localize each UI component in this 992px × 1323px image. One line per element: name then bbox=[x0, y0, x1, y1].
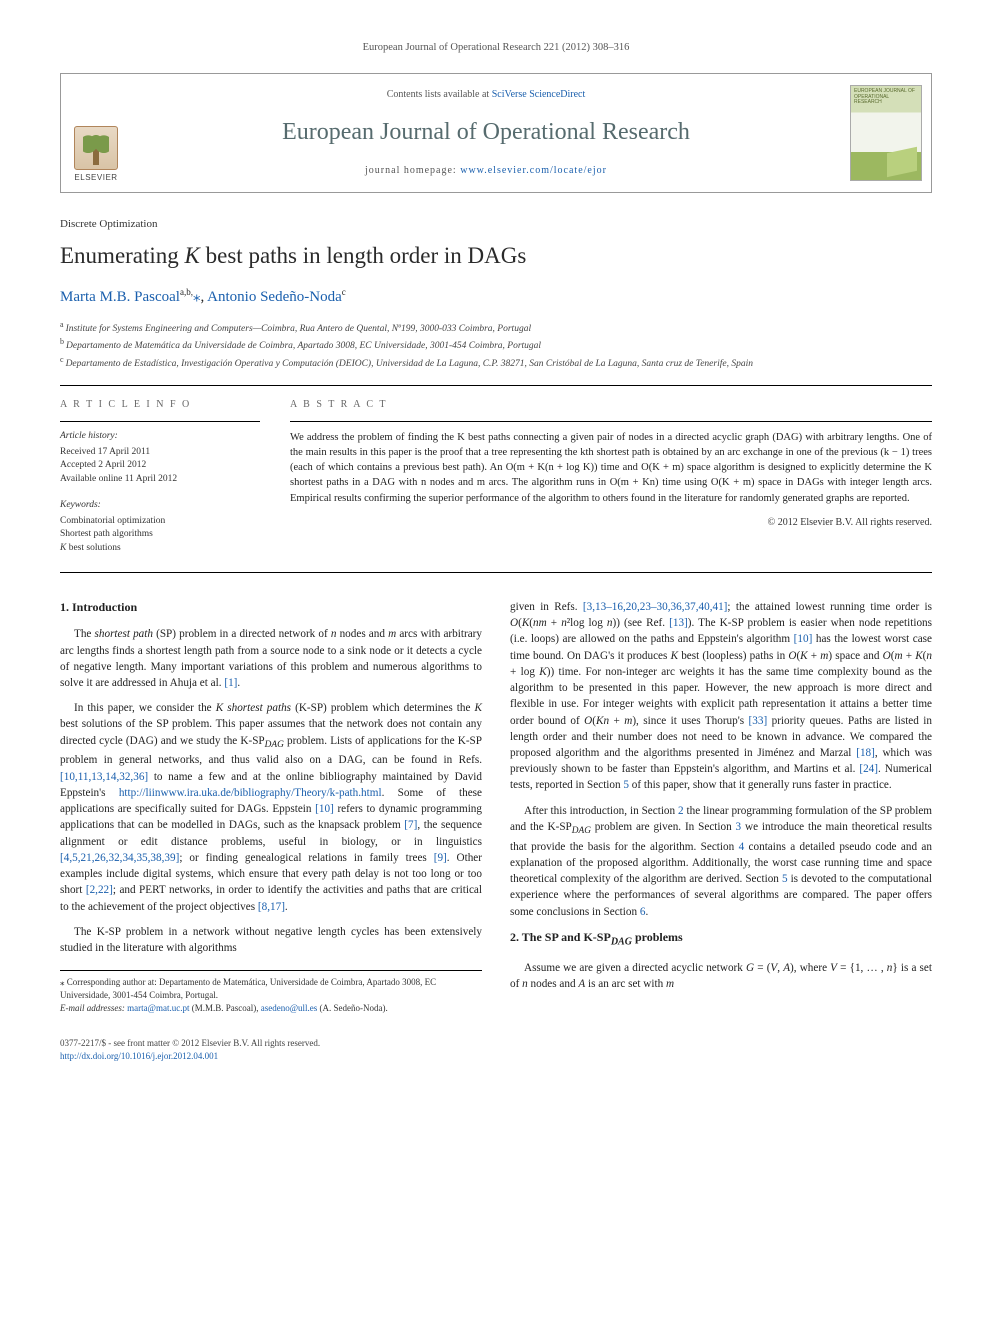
affil-b: bDepartamento de Matemática da Universid… bbox=[60, 336, 932, 353]
ref-link[interactable]: [3,13–16,20,23–30,36,37,40,41] bbox=[583, 601, 728, 613]
keywords-heading: Keywords: bbox=[60, 499, 260, 513]
ref-link[interactable]: [4,5,21,26,32,34,35,38,39] bbox=[60, 852, 179, 864]
title-pre: Enumerating bbox=[60, 243, 185, 268]
section-label: Discrete Optimization bbox=[60, 217, 932, 233]
journal-header: ELSEVIER Contents lists available at Sci… bbox=[60, 73, 932, 193]
authors-line: Marta M.B. Pascoala,b,⁎, Antonio Sedeño-… bbox=[60, 286, 932, 309]
section-link[interactable]: 5 bbox=[623, 779, 629, 791]
article-title: Enumerating K best paths in length order… bbox=[60, 239, 932, 272]
section-link[interactable]: 6 bbox=[640, 906, 646, 918]
ref-link[interactable]: [33] bbox=[749, 715, 768, 727]
section-2-heading: 2. The SP and K-SPDAG problems bbox=[510, 929, 932, 950]
email-footnote: E-mail addresses: marta@mat.uc.pt (M.M.B… bbox=[60, 1002, 482, 1015]
journal-cover-icon: EUROPEAN JOURNAL OF OPERATIONAL RESEARCH bbox=[850, 85, 922, 181]
ref-link[interactable]: [18] bbox=[856, 747, 875, 759]
article-info-heading: A R T I C L E I N F O bbox=[60, 398, 260, 413]
ref-link[interactable]: [8,17] bbox=[258, 901, 285, 913]
body-p5: After this introduction, in Section 2 th… bbox=[510, 803, 932, 920]
body-columns: 1. Introduction The shortest path (SP) p… bbox=[60, 599, 932, 1016]
section-link[interactable]: 4 bbox=[739, 841, 745, 853]
rule-info bbox=[60, 421, 260, 422]
contents-line: Contents lists available at SciVerse Sci… bbox=[141, 88, 831, 103]
homepage-line: journal homepage: www.elsevier.com/locat… bbox=[141, 164, 831, 179]
body-p3: The K-SP problem in a network without ne… bbox=[60, 924, 482, 956]
history-accepted: Accepted 2 April 2012 bbox=[60, 459, 260, 473]
history-online: Available online 11 April 2012 bbox=[60, 473, 260, 487]
elsevier-tree-icon bbox=[74, 126, 118, 170]
copyright-line: © 2012 Elsevier B.V. All rights reserved… bbox=[290, 516, 932, 531]
article-info-col: A R T I C L E I N F O Article history: R… bbox=[60, 398, 260, 556]
ref-link[interactable]: [9] bbox=[434, 852, 447, 864]
ref-link[interactable]: [1] bbox=[224, 677, 237, 689]
section-link[interactable]: 3 bbox=[736, 821, 742, 833]
doi-link[interactable]: http://dx.doi.org/10.1016/j.ejor.2012.04… bbox=[60, 1051, 218, 1061]
affiliations: aInstitute for Systems Engineering and C… bbox=[60, 319, 932, 371]
footer-left: 0377-2217/$ - see front matter © 2012 El… bbox=[60, 1037, 320, 1063]
author-1-link[interactable]: Marta M.B. Pascoal bbox=[60, 289, 180, 305]
homepage-link[interactable]: www.elsevier.com/locate/ejor bbox=[460, 165, 607, 176]
contents-prefix: Contents lists available at bbox=[387, 89, 492, 100]
journal-reference: European Journal of Operational Research… bbox=[60, 40, 932, 55]
section-link[interactable]: 5 bbox=[782, 873, 788, 885]
header-center: Contents lists available at SciVerse Sci… bbox=[131, 74, 841, 192]
ref-link[interactable]: [7] bbox=[404, 819, 417, 831]
front-matter-line: 0377-2217/$ - see front matter © 2012 El… bbox=[60, 1037, 320, 1050]
author-1-affil-sup: a,b, bbox=[180, 287, 193, 297]
body-p2: In this paper, we consider the K shortes… bbox=[60, 700, 482, 915]
email-1-link[interactable]: marta@mat.uc.pt bbox=[127, 1003, 189, 1013]
body-p1: The shortest path (SP) problem in a dire… bbox=[60, 626, 482, 691]
section-link[interactable]: 2 bbox=[678, 805, 684, 817]
title-post: best paths in length order in DAGs bbox=[200, 243, 526, 268]
footer: 0377-2217/$ - see front matter © 2012 El… bbox=[60, 1037, 932, 1063]
corresponding-footnote: ⁎ Corresponding author at: Departamento … bbox=[60, 976, 482, 1002]
keyword-3: K best solutions bbox=[60, 542, 260, 556]
rule-abstract bbox=[290, 421, 932, 422]
title-var: K bbox=[185, 243, 200, 268]
cover-thumb-cell: EUROPEAN JOURNAL OF OPERATIONAL RESEARCH bbox=[841, 74, 931, 192]
body-p6: Assume we are given a directed acyclic n… bbox=[510, 960, 932, 992]
eppstein-bib-link[interactable]: http://liinwww.ira.uka.de/bibliography/T… bbox=[119, 787, 382, 799]
homepage-prefix: journal homepage: bbox=[365, 165, 460, 176]
ref-link[interactable]: [13] bbox=[669, 617, 688, 629]
ref-link[interactable]: [2,22] bbox=[86, 884, 113, 896]
author-2-affil-sup: c bbox=[342, 287, 346, 297]
email-label: E-mail addresses: bbox=[60, 1003, 127, 1013]
publisher-logo-cell: ELSEVIER bbox=[61, 74, 131, 192]
meta-row: A R T I C L E I N F O Article history: R… bbox=[60, 386, 932, 572]
keyword-2: Shortest path algorithms bbox=[60, 528, 260, 542]
abstract-text: We address the problem of finding the K … bbox=[290, 430, 932, 506]
keyword-1: Combinatorial optimization bbox=[60, 515, 260, 529]
ref-link[interactable]: [10,11,13,14,32,36] bbox=[60, 771, 148, 783]
journal-name: European Journal of Operational Research bbox=[141, 115, 831, 150]
elsevier-label: ELSEVIER bbox=[74, 172, 117, 184]
rule-bottom bbox=[60, 572, 932, 573]
body-p4: given in Refs. [3,13–16,20,23–30,36,37,4… bbox=[510, 599, 932, 794]
affil-c: cDepartamento de Estadística, Investigac… bbox=[60, 354, 932, 371]
affil-a: aInstitute for Systems Engineering and C… bbox=[60, 319, 932, 336]
history-heading: Article history: bbox=[60, 430, 260, 444]
ref-link[interactable]: [10] bbox=[794, 633, 813, 645]
abstract-col: A B S T R A C T We address the problem o… bbox=[290, 398, 932, 556]
abstract-heading: A B S T R A C T bbox=[290, 398, 932, 413]
author-2-link[interactable]: Antonio Sedeño-Noda bbox=[207, 289, 342, 305]
section-1-heading: 1. Introduction bbox=[60, 599, 482, 616]
footnote-block: ⁎ Corresponding author at: Departamento … bbox=[60, 970, 482, 1015]
email-2-link[interactable]: asedeno@ull.es bbox=[261, 1003, 318, 1013]
ref-link[interactable]: [24] bbox=[859, 763, 878, 775]
sciencedirect-link[interactable]: SciVerse ScienceDirect bbox=[492, 89, 586, 100]
ref-link[interactable]: [10] bbox=[315, 803, 334, 815]
elsevier-logo: ELSEVIER bbox=[69, 120, 123, 184]
history-received: Received 17 April 2011 bbox=[60, 446, 260, 460]
cover-title: EUROPEAN JOURNAL OF OPERATIONAL RESEARCH bbox=[854, 89, 918, 106]
